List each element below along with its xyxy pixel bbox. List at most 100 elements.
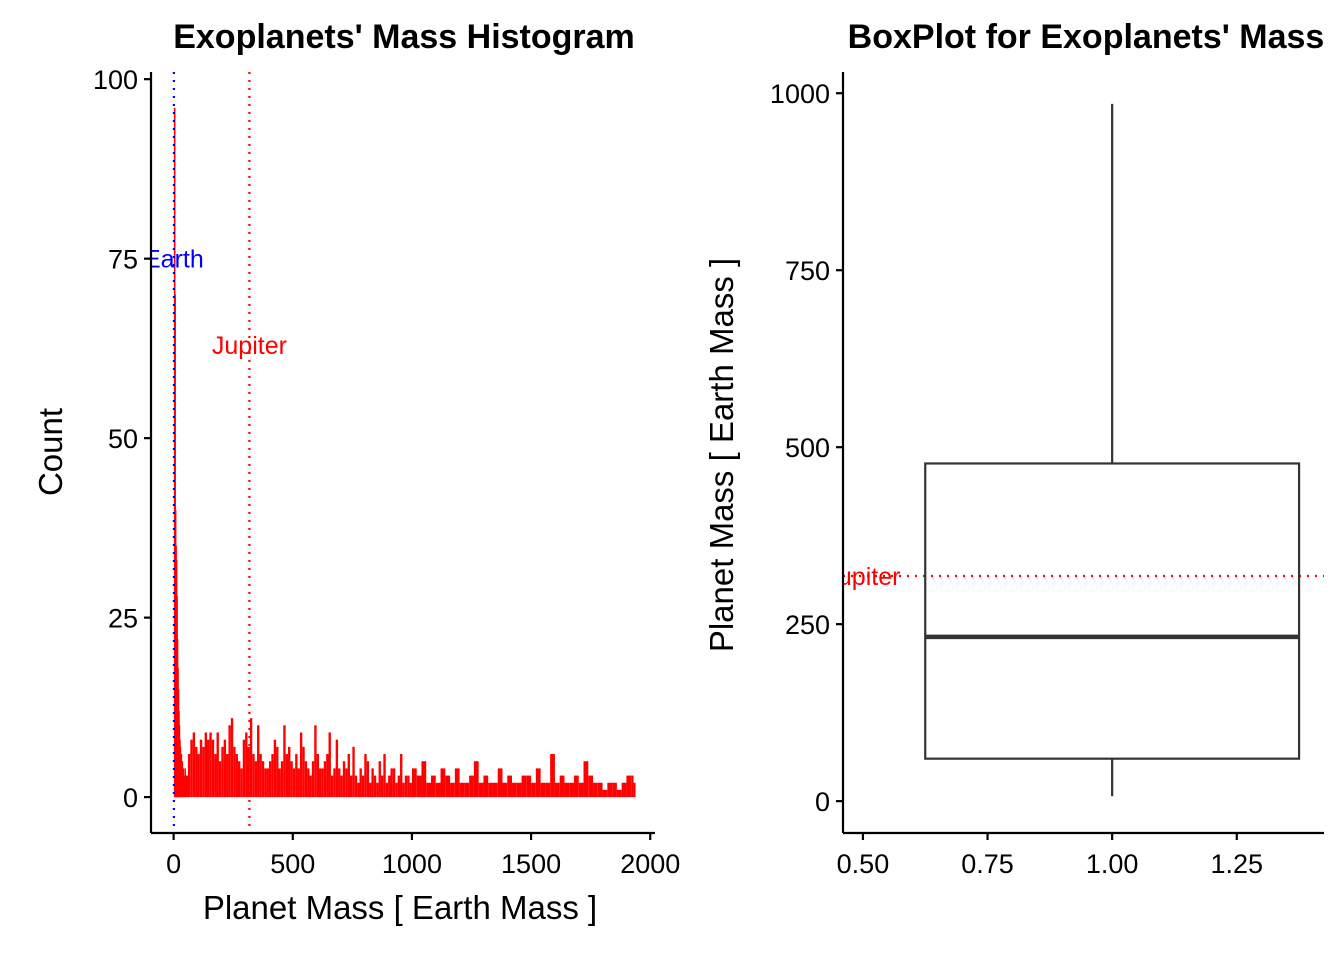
histogram-bar [242,739,246,798]
histogram-bar [345,768,348,798]
histogram-bar [352,746,355,798]
histogram-bar [285,754,289,798]
histogram-bar [211,739,215,798]
y-tick-label: 50 [108,424,138,454]
histogram-bar [402,782,405,798]
x-tick-label: 500 [270,849,315,879]
histogram-y-axis-label: Count [32,408,69,496]
histogram-bar [340,775,343,798]
histogram-bar [421,761,427,798]
histogram-bar [268,761,272,798]
histogram-bar [221,746,224,798]
histogram-bar [187,754,191,798]
histogram-bar [209,732,212,798]
histogram-bar [190,739,193,798]
histogram-bar [380,775,384,798]
histogram-bar [607,782,613,798]
histogram-bar [207,739,210,798]
histogram-bar [588,775,594,798]
histogram-bar [276,746,279,798]
histogram-bar [473,761,479,798]
histogram-bar [459,782,465,798]
histogram-bar [488,782,493,798]
histogram-bar [333,768,336,798]
histogram-bar [184,768,186,798]
x-tick-label: 1.00 [1086,849,1139,879]
histogram-x-ticks: 0 500 1000 1500 2000 [166,833,680,879]
histogram-bar [478,782,484,798]
histogram-bar [559,775,565,798]
histogram-bar [431,775,436,798]
histogram-bar [411,768,417,798]
x-tick-label: 2000 [620,849,680,879]
histogram-bar [631,775,634,798]
histogram-bar [319,768,322,798]
histogram-bar [216,732,219,798]
histogram-bar [364,754,367,798]
histogram-bar [307,768,310,798]
y-tick-label: 25 [108,604,138,634]
histogram-bar [342,761,346,798]
x-tick-label: 0 [166,849,181,879]
histogram-bar [202,746,205,798]
histogram-bar [218,761,222,798]
histogram-bar [366,761,370,798]
histogram-bar [445,775,451,798]
histogram-bar [573,775,579,798]
histogram-bar [535,768,541,798]
y-tick-label: 500 [785,433,830,463]
histogram-bar [450,782,455,798]
histogram-bar [409,782,412,798]
histogram-bar [338,768,341,798]
boxplot-panel: BoxPlot for Exoplanets' Mass Jupiter 0 25… [703,18,1324,879]
histogram-bar [316,754,319,798]
histogram-bar [323,761,327,798]
histogram-bar [292,768,296,798]
histogram-bar [376,782,379,798]
histogram-bar [354,775,358,798]
histogram-bar [302,746,305,798]
x-tick-label: 1.25 [1210,849,1263,879]
boxplot-reference-lines: Jupiter [843,563,1324,591]
histogram-bar [373,775,377,798]
histogram-bar [371,768,374,798]
histogram-bar [290,761,293,798]
histogram-bar [182,768,185,798]
histogram-panel: Exoplanets' Mass Histogram EarthJupiter … [32,18,680,926]
histogram-bar [254,761,258,798]
x-tick-label: 0.50 [837,849,890,879]
histogram-bar [304,761,308,798]
histogram-reference-lines: Earth Jupiter [144,72,287,833]
histogram-bar [311,761,315,798]
histogram-bar [199,739,203,798]
histogram-bar [578,782,584,798]
histogram-bar [569,782,574,798]
histogram-bar [545,782,551,798]
histogram-bar [233,746,236,798]
reference-label-earth: Earth [144,246,204,274]
histogram-bar [280,761,284,798]
histogram-bar [400,754,403,798]
x-tick-label: 0.75 [961,849,1014,879]
histogram-bar [464,782,470,798]
histogram-bar [392,768,396,798]
histogram-bar [328,732,331,798]
histogram-bar [357,782,360,798]
histogram-bar [299,732,303,798]
histogram-bar [612,782,617,798]
histogram-bar [583,761,589,798]
boxplot-y-axis-label: Planet Mass [ Earth Mass ] [703,258,740,652]
histogram-bar [295,754,298,798]
histogram-bar [321,768,324,798]
histogram-bar [266,768,269,798]
histogram-bar [388,775,391,798]
y-tick-label: 750 [785,256,830,286]
histogram-bar [483,775,489,798]
x-tick-label: 1000 [382,849,442,879]
histogram-bar [309,775,312,798]
histogram-bar [183,775,186,798]
histogram-bar [192,732,196,798]
histogram-bar [469,775,474,798]
histogram-bar [314,725,317,798]
